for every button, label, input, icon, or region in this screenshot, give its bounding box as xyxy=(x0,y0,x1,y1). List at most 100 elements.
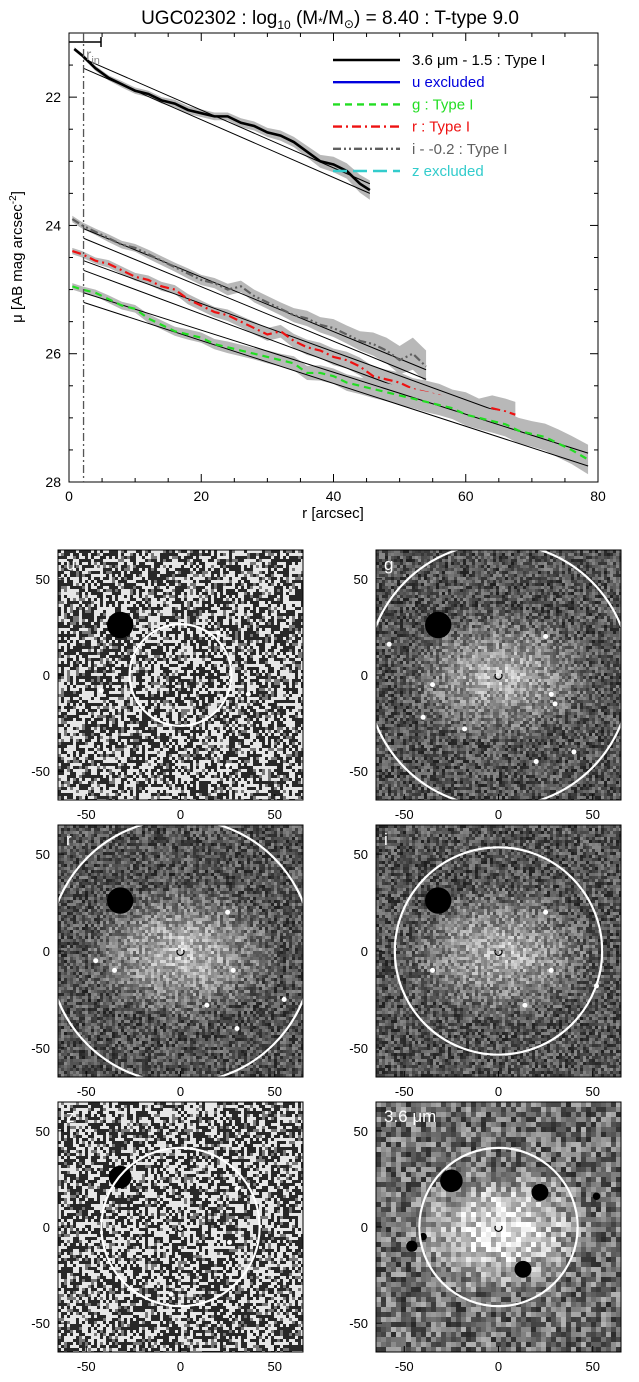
panel-y-tick-label: 50 xyxy=(36,1124,50,1139)
star xyxy=(282,997,287,1002)
mask-blob xyxy=(593,1192,601,1200)
fit-line xyxy=(84,293,589,453)
noise-texture xyxy=(376,550,622,802)
series-0 xyxy=(74,47,370,200)
legend-label: i - -0.2 : Type I xyxy=(412,141,508,158)
legend-label: u excluded xyxy=(412,74,485,91)
star xyxy=(534,759,539,764)
y-tick-label: 26 xyxy=(45,346,61,362)
panel-x-tick-label: 50 xyxy=(267,807,281,822)
panel-label: i xyxy=(384,830,388,849)
star xyxy=(553,701,558,706)
x-tick-label: 80 xyxy=(590,488,606,504)
panel-y-tick-label: 50 xyxy=(36,847,50,862)
star xyxy=(430,968,435,973)
y-tick-label: 28 xyxy=(45,474,61,490)
image-area xyxy=(376,825,622,1077)
panel-y-tick-label: -50 xyxy=(349,1316,368,1331)
panel-x-tick-label: 50 xyxy=(267,1084,281,1099)
panel-label: z xyxy=(66,1107,75,1126)
mask-blob xyxy=(515,1261,532,1278)
y-axis-label: μ [AB mag arcsec-2] xyxy=(8,191,26,323)
series-3 xyxy=(72,283,588,474)
panel-label: 3.6 μm xyxy=(384,1107,436,1126)
x-tick-label: 0 xyxy=(65,488,73,504)
star xyxy=(99,688,104,693)
image-area xyxy=(58,1102,304,1354)
star xyxy=(571,749,576,754)
star xyxy=(225,910,230,915)
star xyxy=(235,1026,240,1031)
x-tick-label: 60 xyxy=(458,488,474,504)
fit-line xyxy=(84,261,516,418)
legend-label: r : Type I xyxy=(412,119,470,136)
star xyxy=(522,1003,527,1008)
mask-blob xyxy=(406,1241,417,1252)
panel-y-tick-label: -50 xyxy=(31,1041,50,1056)
y-tick-label: 22 xyxy=(45,89,61,105)
rin-label: rin xyxy=(86,47,100,67)
panel-x-tick-label: 0 xyxy=(495,1084,502,1099)
star xyxy=(225,763,230,768)
panel-y-tick-label: 50 xyxy=(354,1124,368,1139)
image-area xyxy=(49,819,313,1083)
panel-y-tick-label: 0 xyxy=(361,668,368,683)
star xyxy=(430,682,435,687)
star xyxy=(387,642,392,647)
star xyxy=(549,968,554,973)
star xyxy=(231,968,236,973)
image-area xyxy=(376,1102,621,1352)
star xyxy=(204,1003,209,1008)
panel-x-tick-label: -50 xyxy=(77,807,96,822)
panel-x-tick-label: 50 xyxy=(267,1359,281,1374)
panel-x-tick-label: -50 xyxy=(395,807,414,822)
chart-title: UGC02302 : log10 (M*/M⊙) = 8.40 : T-type… xyxy=(141,8,519,32)
error-band xyxy=(74,47,370,200)
mask-blob xyxy=(107,612,133,638)
noise-texture xyxy=(58,550,304,802)
panel-label: u xyxy=(66,555,75,574)
mask-blob xyxy=(425,887,451,913)
star xyxy=(112,968,117,973)
panel-y-tick-label: 50 xyxy=(36,572,50,587)
panel-x-tick-label: 50 xyxy=(585,807,599,822)
legend-label: 3.6 μm - 1.5 : Type I xyxy=(412,52,545,69)
panel-y-tick-label: 50 xyxy=(354,847,368,862)
star xyxy=(462,726,467,731)
rin-marker: rin xyxy=(69,37,101,67)
star xyxy=(421,715,426,720)
mask-blob xyxy=(107,887,133,913)
fit-line xyxy=(84,59,370,184)
y-tick-label: 24 xyxy=(45,217,61,233)
star xyxy=(227,1240,232,1245)
panel-label: r xyxy=(66,830,72,849)
panel-y-tick-label: -50 xyxy=(349,764,368,779)
x-tick-label: 40 xyxy=(326,488,342,504)
x-tick-label: 20 xyxy=(193,488,209,504)
legend-label: z excluded xyxy=(412,163,484,180)
noise-texture xyxy=(376,1102,621,1352)
star xyxy=(543,634,548,639)
panel-y-tick-label: 0 xyxy=(43,1220,50,1235)
panel-y-tick-label: 0 xyxy=(361,944,368,959)
panel-x-tick-label: 50 xyxy=(585,1084,599,1099)
star xyxy=(169,1292,174,1297)
panel-label: g xyxy=(384,555,393,574)
mask-blob xyxy=(531,1184,548,1201)
panel-x-tick-label: 0 xyxy=(177,1359,184,1374)
legend-label: g : Type I xyxy=(412,96,473,113)
panel-y-tick-label: -50 xyxy=(31,1316,50,1331)
star xyxy=(246,692,251,697)
mask-blob xyxy=(440,1170,463,1193)
legend: 3.6 μm - 1.5 : Type I u excluded g : Type … xyxy=(333,52,545,180)
panel-y-tick-label: -50 xyxy=(31,764,50,779)
noise-texture xyxy=(376,825,622,1077)
